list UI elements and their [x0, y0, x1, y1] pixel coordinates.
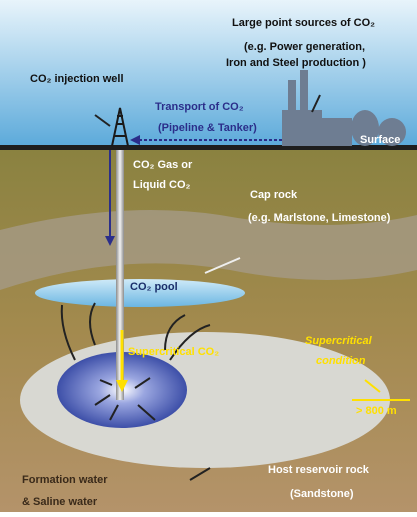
host-rock-line: Host reservoir rock — [268, 464, 370, 476]
injection-line: Liquid CO₂ — [133, 179, 191, 191]
arrow-head — [130, 135, 140, 145]
cap-rock-layer — [0, 210, 417, 290]
injection-tower — [111, 107, 129, 147]
injection-line: CO₂ Gas or — [133, 159, 193, 171]
condition-line: Supercritical — [305, 335, 373, 347]
transport-title: Transport of CO₂ — [155, 101, 244, 113]
well-label: CO₂ injection well — [30, 73, 124, 85]
flow-arrows — [60, 94, 321, 481]
sources-title: Large point sources of CO₂ — [232, 17, 375, 29]
supercritical-label: Supercritical CO₂ — [128, 346, 219, 358]
cap-rock-detail: (e.g. Marlstone, Limestone) — [248, 212, 391, 224]
depth-label: > 800 m — [356, 405, 397, 417]
transport-detail: (Pipeline & Tanker) — [158, 122, 257, 134]
arrow-head — [105, 236, 115, 246]
formation-line: Formation water — [22, 474, 108, 486]
condition-line: condition — [316, 355, 366, 367]
surface-line — [0, 145, 417, 150]
cap-rock-title: Cap rock — [250, 189, 298, 201]
surface-label: Surface — [360, 134, 400, 146]
condition-arrow — [364, 379, 381, 393]
pool-label: CO₂ pool — [130, 281, 178, 293]
well-pipe — [116, 150, 124, 400]
factory — [282, 70, 406, 146]
cap-rock-arrow — [204, 257, 241, 274]
co2-pool — [35, 279, 245, 307]
sources-line: (e.g. Power generation, — [244, 41, 365, 53]
formation-line: & Saline water — [22, 496, 98, 508]
arrow-head — [116, 380, 128, 392]
host-rock-line: (Sandstone) — [290, 488, 354, 500]
sources-line: Iron and Steel production ) — [226, 57, 366, 69]
